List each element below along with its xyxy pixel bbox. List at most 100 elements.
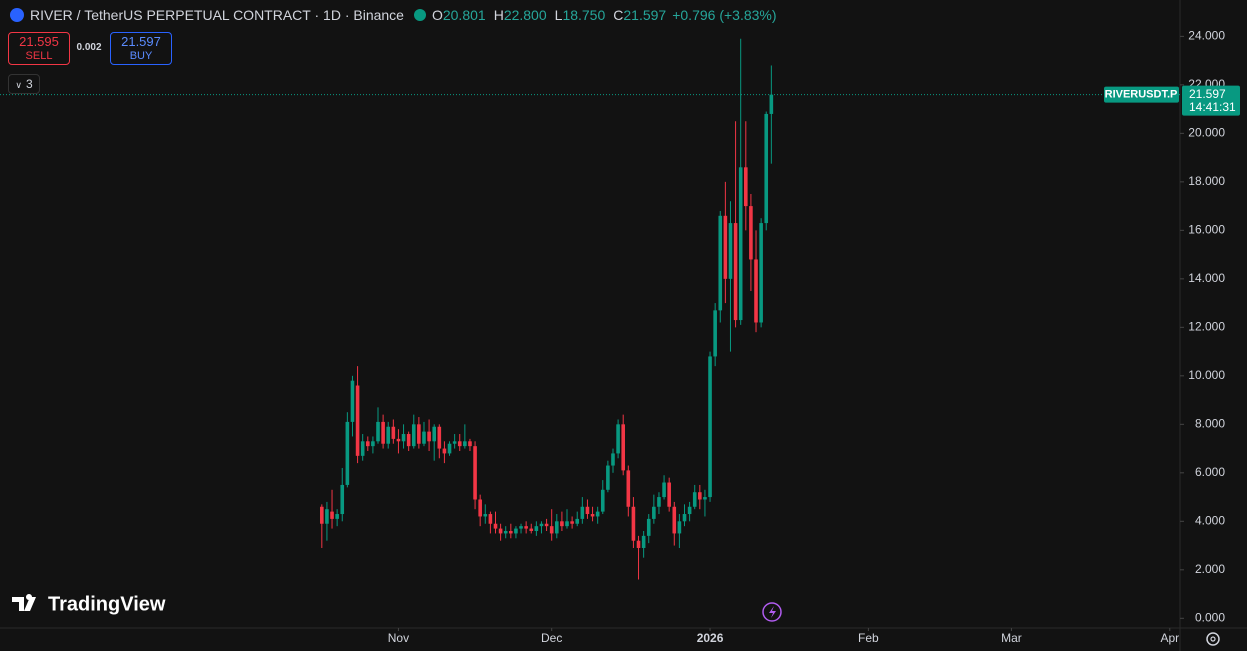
- candle-body: [355, 385, 360, 456]
- candle-body: [340, 484, 345, 515]
- change: +0.796 (+3.83%): [672, 7, 777, 23]
- candle-body: [483, 514, 488, 517]
- buy-label[interactable]: BUY: [129, 50, 153, 62]
- candle-body: [447, 443, 452, 454]
- candle-body: [473, 446, 477, 500]
- lightning-circle[interactable]: [762, 602, 782, 622]
- chevron[interactable]: ∨: [15, 80, 22, 90]
- y-tick-label: 24.000: [1188, 29, 1225, 43]
- candle-body: [580, 506, 585, 519]
- candle-body: [417, 424, 421, 444]
- candle-body: [457, 441, 462, 447]
- buy-button[interactable]: 21.597 BUY: [110, 32, 172, 65]
- lightning-icon[interactable]: [762, 602, 782, 622]
- candle-body: [381, 421, 385, 444]
- high-label: H: [493, 7, 504, 23]
- candle-body: [503, 531, 508, 534]
- candle-body: [411, 424, 416, 447]
- candle-body: [498, 528, 503, 534]
- y-tick-label: 2.000: [1195, 562, 1225, 576]
- candle-body: [325, 509, 329, 524]
- candle-body: [595, 511, 600, 517]
- candle-body: [738, 167, 743, 321]
- candle-body: [335, 514, 339, 519]
- symbol-tag-bg: [1104, 86, 1179, 103]
- x-tick-label: Nov: [388, 631, 409, 645]
- buy-price[interactable]: 21.597: [121, 34, 161, 49]
- candle-body: [560, 521, 564, 527]
- candle-body: [514, 528, 518, 534]
- y-tick-label: 4.000: [1195, 513, 1225, 527]
- candle-body: [360, 441, 365, 456]
- y-tick-label: 0.000: [1195, 610, 1225, 624]
- candle-body: [616, 424, 620, 454]
- candle-body: [590, 514, 595, 517]
- lightning-bolt[interactable]: [769, 606, 776, 618]
- candle-body: [544, 523, 549, 527]
- low-label: L: [554, 7, 563, 23]
- last-price-label: 21.597: [1189, 87, 1226, 101]
- sell-label[interactable]: SELL: [25, 50, 53, 62]
- settings-icon[interactable]: [1206, 632, 1220, 646]
- candle-body: [493, 523, 498, 529]
- candle-body: [529, 528, 534, 532]
- candle-body: [463, 441, 467, 447]
- open-label: O: [431, 7, 443, 23]
- sell-price[interactable]: 21.595: [19, 34, 59, 49]
- spread: 0.002: [76, 42, 102, 53]
- candle-body: [662, 482, 666, 498]
- y-tick-label: 14.000: [1188, 271, 1225, 285]
- candle-body: [376, 421, 380, 442]
- high: 22.800: [503, 7, 547, 23]
- candle-body: [554, 521, 559, 534]
- candle-body: [744, 167, 748, 207]
- legend: RIVER / TetherUS PERPETUAL CONTRACT · 1D…: [30, 7, 777, 23]
- sell-button[interactable]: 21.595 SELL: [8, 32, 70, 65]
- candle-body: [570, 521, 574, 524]
- candle-body: [427, 431, 431, 442]
- y-tick-label: 6.000: [1195, 465, 1225, 479]
- x-tick-label: 2026: [697, 631, 724, 645]
- brand: TradingView: [48, 593, 166, 615]
- candle-body: [437, 426, 442, 449]
- candle-body: [534, 526, 539, 532]
- candle-body: [759, 223, 763, 323]
- candle-body: [754, 259, 758, 323]
- low: 18.750: [562, 7, 606, 23]
- candle-body: [575, 518, 580, 524]
- gear-center[interactable]: [1210, 636, 1216, 642]
- candle-body: [667, 482, 671, 507]
- y-tick-label: 20.000: [1188, 126, 1225, 140]
- x-tick-label: Apr: [1160, 631, 1179, 645]
- candle-body: [672, 506, 677, 534]
- countdown: 14:41:31: [1189, 100, 1236, 114]
- candle-body: [708, 356, 712, 498]
- candle-body: [769, 94, 774, 114]
- candle-body: [468, 441, 472, 447]
- candle-body: [749, 206, 753, 260]
- candle-body: [452, 441, 457, 444]
- tradingview-logo: TradingView: [12, 593, 166, 615]
- indicators-toggle[interactable]: ∨ 3: [8, 74, 40, 94]
- candle-body: [718, 215, 723, 311]
- y-tick-label: 10.000: [1188, 368, 1225, 382]
- candle-body: [442, 448, 447, 454]
- symbol-tag: RIVERUSDT.P: [1105, 89, 1178, 101]
- x-tick-label: Feb: [858, 631, 879, 645]
- gear[interactable]: [1206, 632, 1220, 646]
- candle-body: [585, 506, 590, 515]
- candle-body: [703, 497, 707, 500]
- y-tick-label: 12.000: [1188, 320, 1225, 334]
- indicators-count[interactable]: 3: [25, 77, 33, 91]
- candle-body: [600, 489, 605, 512]
- candle-body: [723, 215, 728, 279]
- candle-body: [549, 526, 554, 534]
- candle-body: [565, 521, 569, 527]
- candle-body: [539, 523, 544, 527]
- candle-body: [621, 424, 626, 471]
- candle-body: [365, 441, 370, 447]
- candle-body: [728, 223, 733, 279]
- candle-body: [488, 514, 493, 524]
- candle-body: [524, 526, 528, 529]
